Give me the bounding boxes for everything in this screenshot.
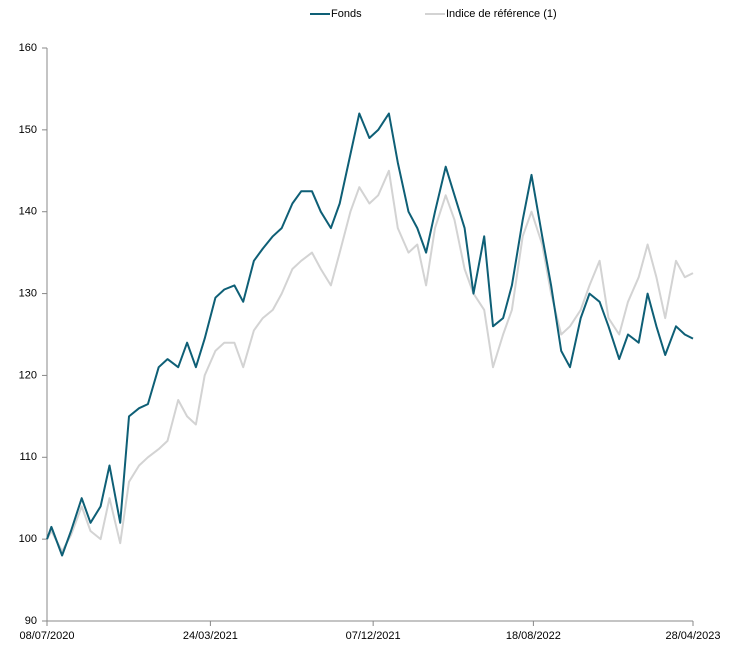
legend-label: Indice de référence (1) <box>446 8 557 20</box>
y-tick-label: 120 <box>19 369 37 381</box>
x-tick-label: 28/04/2023 <box>665 630 720 642</box>
series-line <box>46 169 694 553</box>
x-tick-label: 24/03/2021 <box>183 630 238 642</box>
y-tick-label: 130 <box>19 287 37 299</box>
legend-label: Fonds <box>331 8 362 20</box>
y-tick-label: 100 <box>19 533 37 545</box>
y-tick-label: 90 <box>25 615 37 627</box>
y-tick-label: 110 <box>19 451 37 463</box>
y-tick-label: 150 <box>19 124 37 136</box>
series-line <box>46 112 694 557</box>
x-tick-label: 07/12/2021 <box>346 630 401 642</box>
y-tick-label: 140 <box>19 206 37 218</box>
y-tick-label: 160 <box>19 42 37 54</box>
x-tick-label: 08/07/2020 <box>19 630 74 642</box>
x-tick-label: 18/08/2022 <box>506 630 561 642</box>
